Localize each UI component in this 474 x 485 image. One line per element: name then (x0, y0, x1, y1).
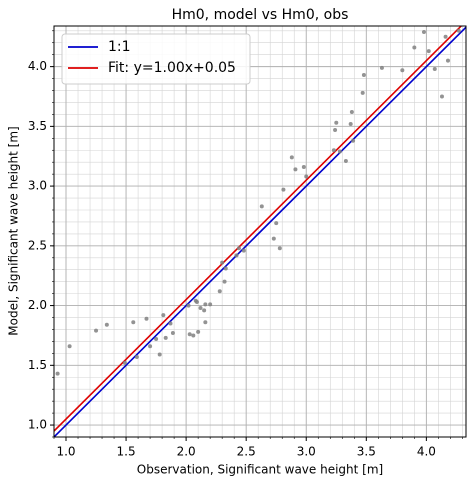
point (274, 221, 279, 226)
x-tick-label: 2.5 (237, 445, 256, 459)
x-tick-label: 1.5 (117, 445, 136, 459)
point (281, 187, 286, 192)
point (163, 335, 168, 340)
point (301, 164, 306, 169)
x-tick-label: 3.5 (357, 445, 376, 459)
point (277, 246, 282, 251)
plot-area (54, 26, 466, 437)
point (456, 28, 461, 33)
x-tick-label: 4.0 (417, 445, 436, 459)
point (351, 138, 356, 143)
point (421, 29, 426, 34)
point (304, 174, 309, 179)
point (131, 320, 136, 325)
point (241, 248, 246, 253)
point (234, 253, 239, 258)
point (148, 344, 153, 349)
y-tick-label: 3.5 (28, 119, 47, 133)
point (400, 68, 405, 73)
point (217, 289, 222, 294)
point (55, 371, 60, 376)
point (191, 333, 196, 338)
point (360, 90, 365, 95)
point (223, 266, 228, 271)
y-tick-label: 2.0 (28, 298, 47, 312)
x-tick-label: 2.0 (177, 445, 196, 459)
point (412, 45, 417, 50)
point (198, 305, 203, 310)
point (439, 94, 444, 99)
point (222, 279, 227, 284)
point (186, 303, 191, 308)
point (122, 360, 127, 365)
legend-label: 1:1 (108, 39, 131, 55)
x-tick-label: 3.0 (297, 445, 316, 459)
point (187, 332, 192, 337)
y-tick-label: 4.0 (28, 59, 47, 73)
point (194, 299, 199, 304)
y-tick-label: 3.0 (28, 179, 47, 193)
point (208, 302, 213, 307)
point (361, 72, 366, 77)
reference-line (54, 26, 463, 432)
point (94, 328, 99, 333)
point (445, 58, 450, 63)
point (333, 127, 338, 132)
point (104, 322, 109, 327)
point (289, 155, 294, 160)
point (202, 308, 207, 313)
point (349, 110, 354, 115)
point (443, 34, 448, 39)
point (134, 354, 139, 359)
legend-label: Fit: y=1.00x+0.05 (108, 60, 236, 76)
axes-frame (53, 25, 467, 438)
point (334, 120, 339, 125)
point (220, 260, 225, 265)
point (161, 313, 166, 318)
y-tick-label: 1.5 (28, 358, 47, 372)
legend-box (61, 33, 251, 85)
point (236, 246, 241, 251)
reference-line (54, 26, 466, 437)
y-tick-label: 2.5 (28, 238, 47, 252)
point (331, 148, 336, 153)
point (168, 321, 173, 326)
x-tick-label: 1.0 (56, 445, 75, 459)
point (157, 352, 162, 357)
point (293, 167, 298, 172)
point (67, 344, 72, 349)
point (170, 331, 175, 336)
point (203, 302, 208, 307)
point (271, 236, 276, 241)
axes: 1.0 1.5 2.0 2.5 3.0 3.5 4.0 1.0 1.5 2.0 2.5 3.0 3.5 4… (28, 30, 463, 459)
point (432, 67, 437, 72)
chart-title: Hm0, model vs Hm0, obs (172, 7, 349, 23)
point (379, 65, 384, 70)
point (343, 159, 348, 164)
grid (53, 26, 466, 438)
point (337, 149, 342, 154)
point (144, 316, 149, 321)
point (348, 121, 353, 126)
point (196, 329, 201, 334)
point (203, 320, 208, 325)
point (259, 204, 264, 209)
legend: 1:1 Fit: y=1.00x+0.05 (61, 33, 251, 85)
y-axis-label: Model, Significant wave height [m] (7, 126, 21, 335)
x-axis-label: Observation, Significant wave height [m] (137, 463, 383, 477)
y-tick-label: 1.0 (28, 418, 47, 432)
point (154, 337, 159, 342)
point (426, 49, 431, 54)
